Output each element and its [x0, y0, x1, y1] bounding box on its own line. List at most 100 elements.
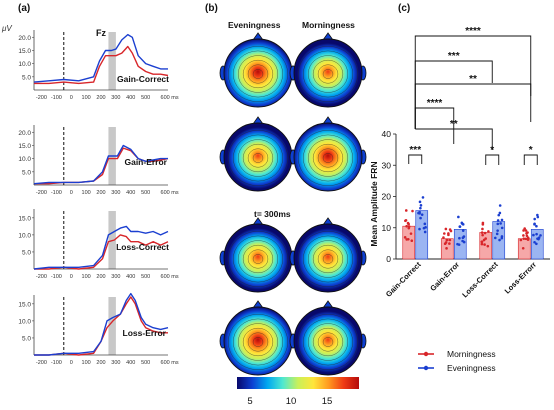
contour-line	[312, 143, 344, 173]
head-scalp	[293, 122, 363, 192]
row-label-loss-error: Loss-Error	[123, 328, 167, 338]
contour-line	[233, 134, 283, 182]
head-scalp	[293, 306, 363, 376]
data-point	[497, 213, 501, 217]
data-point	[419, 216, 422, 220]
waveform-eveningness	[33, 225, 169, 270]
contour-line	[307, 323, 349, 361]
panel-c-label: (c)	[398, 3, 410, 14]
highlight-window	[108, 297, 116, 355]
contour-line	[228, 231, 288, 287]
y-tick-label: 10.0	[18, 232, 31, 239]
x-tick-label: 600 ms	[161, 360, 179, 366]
data-point	[418, 227, 421, 231]
contour-line	[298, 46, 358, 102]
data-point	[500, 235, 504, 238]
contour-line	[242, 143, 274, 173]
data-point	[461, 229, 465, 232]
panel-b: (b) Eveningness Morningness t= 300ms 5 1…	[205, 3, 367, 407]
data-point	[458, 236, 461, 240]
row-label-gain-error: Gain-Error	[124, 157, 167, 167]
x-tick-label: 300	[111, 95, 120, 101]
data-point	[525, 232, 528, 235]
data-point	[444, 241, 448, 244]
data-point	[461, 236, 465, 240]
col-label-morningness: Morningness	[302, 20, 355, 30]
colorbar-tick-15: 15	[322, 396, 333, 407]
contour-line	[252, 254, 264, 264]
data-point	[498, 204, 502, 207]
waveform-eveningness	[34, 292, 169, 356]
data-point	[410, 239, 414, 243]
data-point	[404, 209, 408, 212]
x-tick-label: -200	[36, 190, 47, 196]
panel-c: (c) Mean Amplitude FRN 0 10 20 30 40 Gain-Cor…	[369, 3, 550, 373]
x-tick-label: -200	[36, 360, 47, 366]
x-tick-label: 100	[82, 360, 91, 366]
x-tick-label: 500	[141, 360, 150, 366]
y-tick-label: 20	[382, 192, 392, 202]
waveform-morningness	[34, 45, 169, 85]
x-tick-label-gain-error: Gain-Error	[428, 260, 461, 293]
legend: Morningness Eveningness	[418, 349, 496, 373]
colorbar-tick-10: 10	[286, 396, 297, 407]
colorbar: 5 10 15	[237, 377, 359, 407]
bar-loss-correct-morningness	[479, 232, 493, 260]
sig-label-6: *	[490, 145, 494, 156]
contour-line	[317, 332, 339, 352]
data-point	[481, 227, 484, 231]
waveform-eveningness	[33, 33, 168, 83]
y-tick-label: 10.0	[18, 156, 31, 163]
data-point	[496, 222, 500, 226]
y-tick-label: 20.0	[18, 130, 31, 137]
x-tick-label: 100	[82, 190, 91, 196]
data-point	[500, 226, 504, 230]
head-scalp	[223, 306, 293, 376]
data-point	[537, 236, 541, 239]
x-tick-label: -100	[51, 360, 62, 366]
x-tick-label: 600 ms	[161, 190, 179, 196]
y-tick-label: 0	[386, 254, 391, 264]
data-point	[483, 243, 486, 246]
sig-bracket-5	[408, 154, 423, 164]
data-point	[407, 237, 410, 241]
head-scalp	[293, 223, 363, 293]
x-tick-label: -200	[36, 95, 47, 101]
contour-line	[312, 327, 344, 357]
panel-a: (a) μV Fz 20.0 15.0 10.0 5.0 -200 -100 0 100 200…	[1, 3, 179, 366]
sig-label-0: ****	[465, 26, 481, 37]
head-nose	[252, 217, 264, 226]
colorbar-gradient	[237, 377, 359, 389]
data-point	[461, 239, 464, 243]
sig-label-3: ****	[427, 98, 443, 109]
x-tick-label: 500	[141, 95, 150, 101]
data-point	[444, 227, 448, 231]
x-tick-label: 400	[126, 274, 135, 280]
contour-line	[322, 69, 334, 79]
data-point	[448, 238, 452, 242]
data-point	[496, 229, 499, 232]
contour-line	[298, 231, 358, 287]
panel-a-label: (a)	[18, 3, 30, 14]
contour-line	[242, 244, 274, 274]
contour-line	[247, 332, 269, 352]
topomap-loss-correct-morningness	[289, 217, 367, 293]
data-point	[421, 196, 425, 199]
waveform-morningness	[34, 234, 169, 270]
time-label: t= 300ms	[254, 209, 291, 219]
data-point	[532, 233, 535, 237]
contour-line	[228, 46, 288, 102]
highlight-window	[108, 32, 116, 90]
x-tick-label: 300	[111, 274, 120, 280]
head-nose	[252, 32, 264, 41]
data-point	[419, 206, 422, 210]
sig-label-2: **	[469, 74, 477, 85]
x-tick-label-loss-correct: Loss-Correct	[460, 260, 500, 300]
significance-brackets: ****************** * *	[408, 26, 538, 165]
data-point	[445, 247, 448, 250]
data-point	[443, 232, 446, 235]
data-point	[496, 219, 500, 222]
data-point	[419, 204, 423, 207]
data-point	[404, 218, 408, 222]
contour-line	[237, 55, 279, 93]
